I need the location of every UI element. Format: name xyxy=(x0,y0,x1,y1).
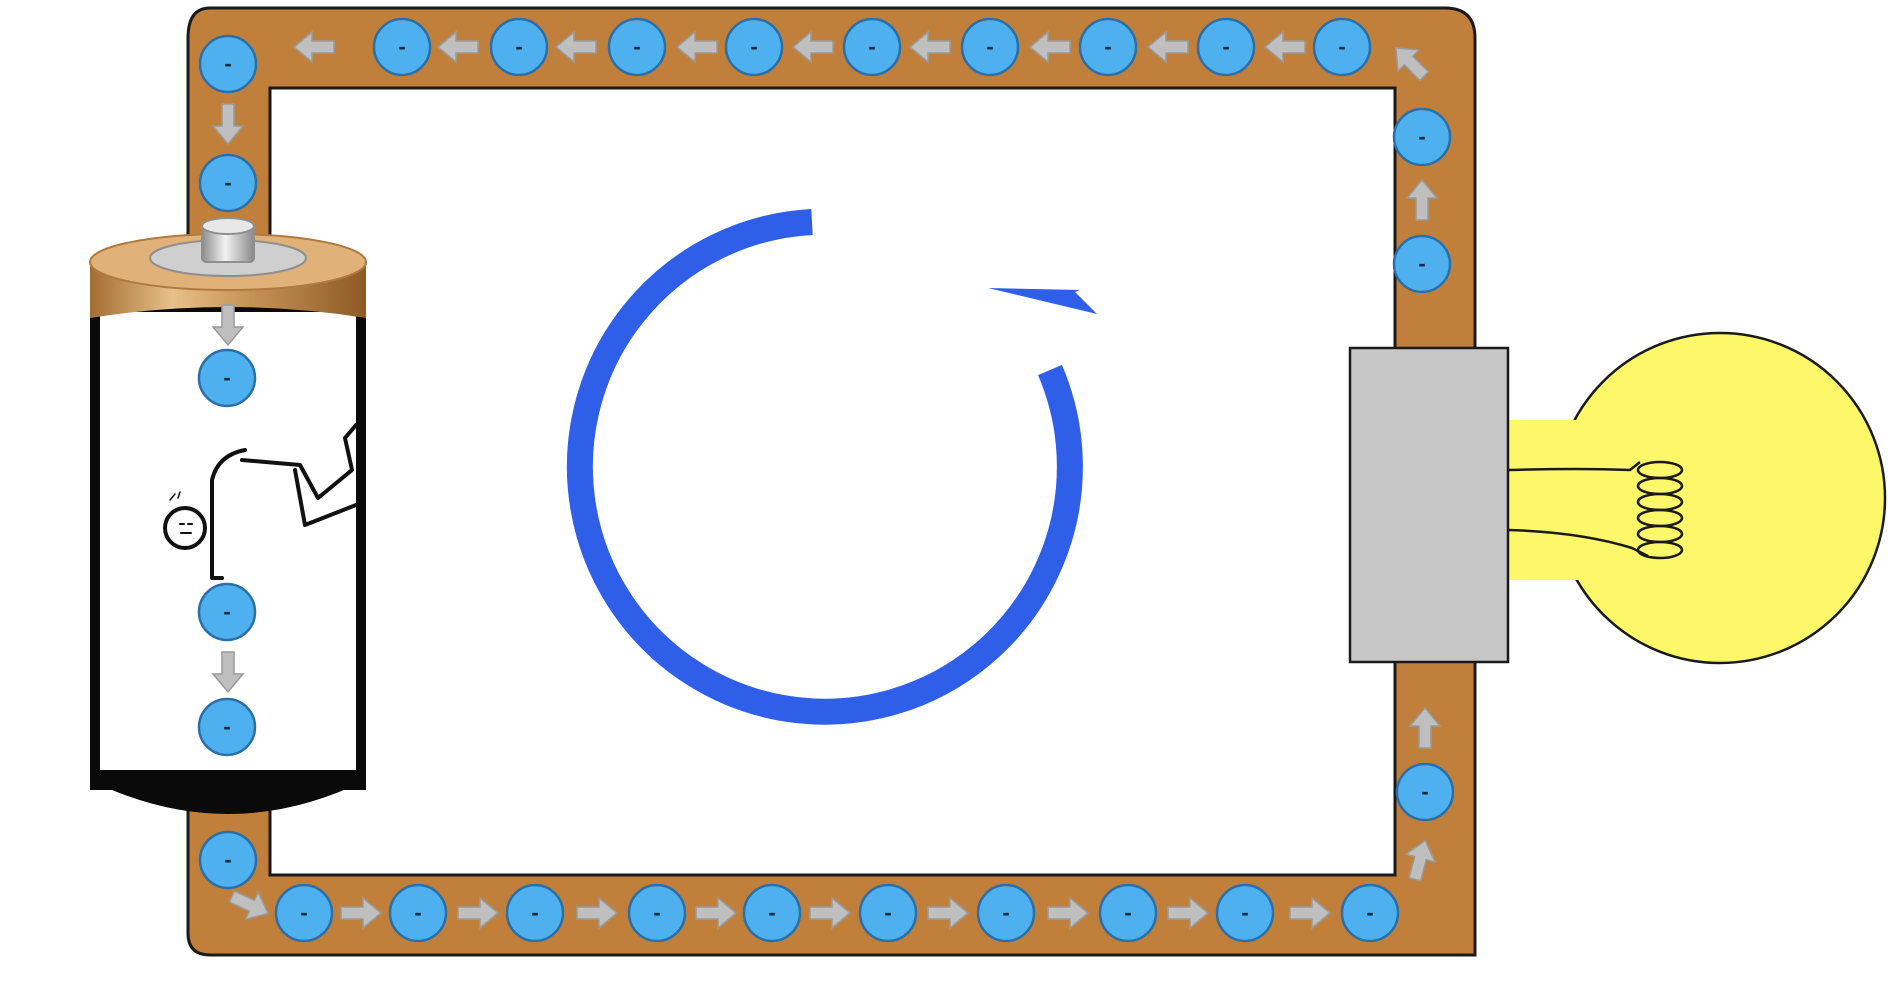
cycle-arrowhead xyxy=(988,288,1097,314)
bulb-base xyxy=(1348,346,1510,664)
electron-icon: - xyxy=(198,153,258,213)
arrow-icon xyxy=(1263,30,1306,64)
arrow-icon xyxy=(1146,30,1189,64)
electron-icon: - xyxy=(1392,234,1452,294)
arrow-icon xyxy=(809,896,852,930)
electron-sign: - xyxy=(223,599,230,624)
wire-loop xyxy=(186,6,1477,957)
electron-icon: - xyxy=(858,883,918,943)
electron-sign: - xyxy=(223,714,230,739)
electron-sign: - xyxy=(1241,900,1248,925)
electron-icon: - xyxy=(607,17,667,77)
battery-bottom-cap xyxy=(90,770,366,814)
electron-icon: - xyxy=(1340,883,1400,943)
electron-sign: - xyxy=(750,34,757,59)
arrow-icon xyxy=(1167,896,1210,930)
electron-sign: - xyxy=(414,900,421,925)
bulb-filament xyxy=(1507,460,1684,560)
electron-icon: - xyxy=(197,348,257,408)
electron-sign: - xyxy=(224,847,231,872)
electron-sign: - xyxy=(1338,34,1345,59)
electron-icon: - xyxy=(274,883,334,943)
cycle-arc xyxy=(566,209,1083,725)
electron-sign: - xyxy=(398,34,405,59)
arrow-icon xyxy=(211,304,245,347)
arrow-icon xyxy=(791,30,834,64)
arrow-icon xyxy=(211,651,245,694)
light-bulb-icon xyxy=(1348,331,1887,665)
electron-icon: - xyxy=(1392,107,1452,167)
electron-icon: - xyxy=(197,582,257,642)
electron-icon: - xyxy=(960,17,1020,77)
arrow-icon xyxy=(1404,839,1437,882)
electron-sign: - xyxy=(1002,900,1009,925)
electron-sign: - xyxy=(224,51,231,76)
arrow-icon xyxy=(554,30,597,64)
arrow-icon xyxy=(908,30,951,64)
electron-icon: - xyxy=(1312,17,1372,77)
arrow-icon xyxy=(1028,30,1071,64)
electron-icon: - xyxy=(372,17,432,77)
arrow-icon xyxy=(1289,896,1332,930)
electron-icon: - xyxy=(1196,17,1256,77)
arrow-icon xyxy=(457,896,500,930)
electron-sign: - xyxy=(768,900,775,925)
arrow-icon xyxy=(927,896,970,930)
arrow-icon xyxy=(695,896,738,930)
arrow-icon xyxy=(675,30,718,64)
electron-sign: - xyxy=(868,34,875,59)
electron-icon: - xyxy=(198,34,258,94)
electron-sign: - xyxy=(1418,124,1425,149)
electron-sign: - xyxy=(1124,900,1131,925)
electron-sign: - xyxy=(531,900,538,925)
electron-sign: - xyxy=(1421,779,1428,804)
stick-figure-pushing-icon xyxy=(163,423,358,580)
electron-icon: - xyxy=(505,883,565,943)
electron-icon: - xyxy=(198,830,258,890)
electron-icon: - xyxy=(842,17,902,77)
arrow-icon xyxy=(292,30,335,64)
arrow-icon xyxy=(340,896,383,930)
bulb-neck xyxy=(1500,420,1620,580)
electron-icon: - xyxy=(627,883,687,943)
electrons: - - - - - - - - - - - - - - - - - - - - - - - - - - - - xyxy=(197,17,1455,943)
electron-icon: - xyxy=(1215,883,1275,943)
arrow-icon xyxy=(211,103,245,146)
electron-sign: - xyxy=(884,900,891,925)
electron-sign: - xyxy=(223,365,230,390)
electron-icon: - xyxy=(976,883,1036,943)
arrow-icon xyxy=(1405,178,1439,221)
arrow-icon xyxy=(228,890,270,921)
electron-icon: - xyxy=(197,697,257,757)
flow-arrows xyxy=(211,30,1442,930)
arrow-icon xyxy=(1395,47,1430,82)
electron-icon: - xyxy=(489,17,549,77)
electron-sign: - xyxy=(515,34,522,59)
arrow-icon xyxy=(436,30,479,64)
electron-sign: - xyxy=(1222,34,1229,59)
electron-sign: - xyxy=(653,900,660,925)
electron-sign: - xyxy=(300,900,307,925)
circular-arrow-icon xyxy=(566,209,1097,725)
electron-sign: - xyxy=(633,34,640,59)
electron-icon: - xyxy=(1395,762,1455,822)
electron-icon: - xyxy=(1098,883,1158,943)
electron-sign: - xyxy=(1418,251,1425,276)
electron-sign: - xyxy=(224,170,231,195)
electron-sign: - xyxy=(986,34,993,59)
arrow-icon xyxy=(1047,896,1090,930)
electron-icon: - xyxy=(742,883,802,943)
electron-icon: - xyxy=(1078,17,1138,77)
arrow-icon xyxy=(576,896,619,930)
arrow-icon xyxy=(1408,706,1442,749)
electron-sign: - xyxy=(1104,34,1111,59)
electron-sign: - xyxy=(1366,900,1373,925)
electron-icon: - xyxy=(388,883,448,943)
electron-icon: - xyxy=(724,17,784,77)
